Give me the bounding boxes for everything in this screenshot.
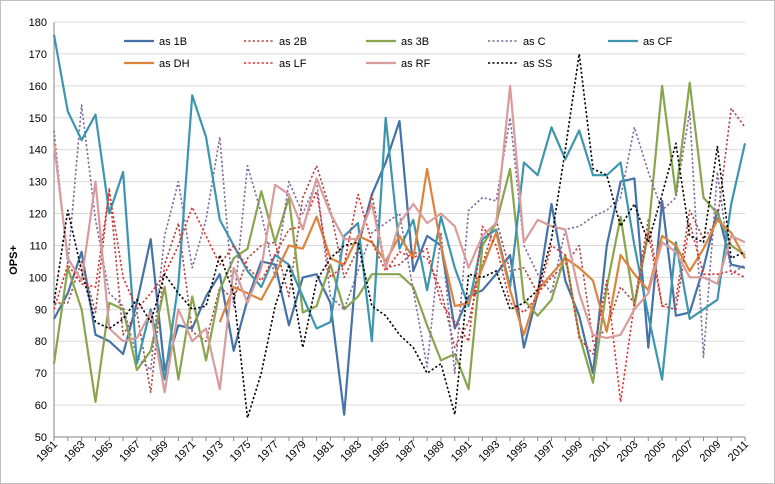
y-tick-label: 80 (35, 336, 47, 348)
series-line-as-c (53, 104, 746, 374)
legend-label: as SS (523, 58, 552, 70)
legend-item: as SS (488, 58, 552, 70)
legend: as 1B as 2B as 3B as C as CF as DH as LF as RF a… (124, 36, 673, 70)
legend-item: as DH (124, 58, 190, 70)
legend-item: as 1B (124, 36, 187, 48)
legend-label: as CF (643, 36, 673, 48)
y-tick-label: 70 (35, 368, 47, 380)
legend-item: as CF (608, 36, 673, 48)
y-tick-label: 90 (35, 304, 47, 316)
series-line-as-dh (218, 167, 746, 336)
legend-item: as 3B (366, 36, 429, 48)
y-tick-label: 130 (29, 177, 47, 189)
legend-label: as RF (401, 58, 431, 70)
y-tick-label: 160 (29, 81, 47, 93)
series-line-as-cf (52, 34, 747, 381)
series-line-as-lf (53, 190, 746, 403)
series-lines (52, 34, 747, 419)
y-axis-title: OPS+ (8, 245, 20, 275)
y-tick-label: 110 (29, 240, 47, 252)
legend-item: as LF (244, 58, 307, 70)
series-line-as-3b (52, 81, 746, 403)
y-tick-label: 120 (29, 209, 47, 221)
legend-item: as RF (366, 58, 431, 70)
y-tick-label: 170 (29, 49, 47, 61)
legend-label: as DH (159, 58, 190, 70)
y-tick-label: 140 (29, 145, 47, 157)
legend-label: as LF (279, 58, 307, 70)
series-line-as-rf (52, 84, 746, 394)
legend-label: as 3B (401, 36, 429, 48)
y-tick-label: 50 (35, 432, 47, 444)
series-line-as-2b (54, 107, 746, 394)
y-tick-label: 60 (35, 400, 47, 412)
legend-label: as 2B (279, 36, 307, 48)
y-tick-label: 180 (29, 17, 47, 29)
y-tick-label: 100 (29, 272, 47, 284)
y-tick-label: 150 (29, 113, 47, 125)
series-line-as-ss (53, 53, 746, 419)
legend-label: as 1B (159, 36, 187, 48)
legend-label: as C (523, 36, 546, 48)
legend-item: as C (488, 36, 546, 48)
legend-item: as 2B (244, 36, 307, 48)
